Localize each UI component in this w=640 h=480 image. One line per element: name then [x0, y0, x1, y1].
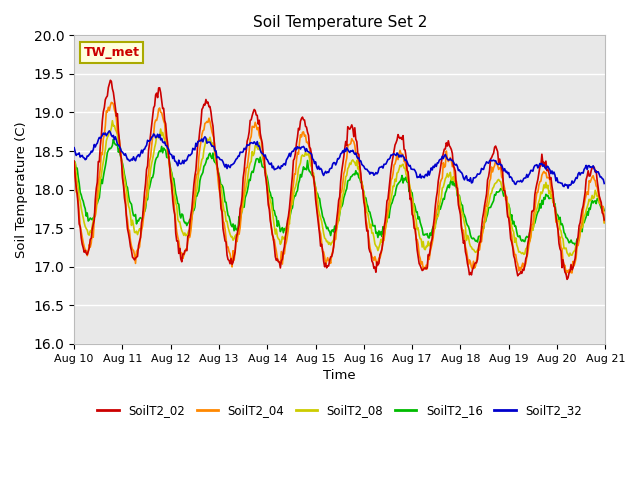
- Y-axis label: Soil Temperature (C): Soil Temperature (C): [15, 121, 28, 258]
- Title: Soil Temperature Set 2: Soil Temperature Set 2: [253, 15, 427, 30]
- X-axis label: Time: Time: [323, 369, 356, 382]
- Legend: SoilT2_02, SoilT2_04, SoilT2_08, SoilT2_16, SoilT2_32: SoilT2_02, SoilT2_04, SoilT2_08, SoilT2_…: [93, 399, 587, 421]
- Text: TW_met: TW_met: [84, 46, 140, 59]
